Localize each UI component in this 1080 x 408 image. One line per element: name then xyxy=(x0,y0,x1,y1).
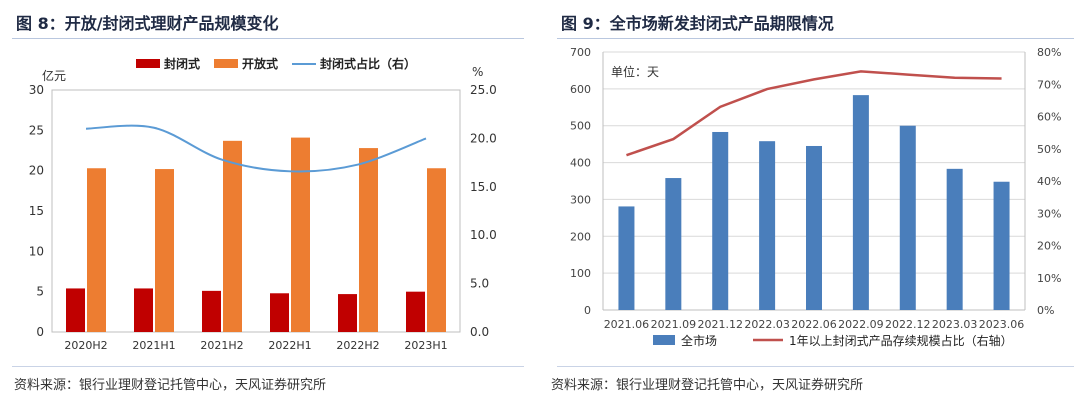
x-tick-label: 2022.12 xyxy=(885,318,931,331)
x-tick-label: 2021.06 xyxy=(604,318,650,331)
y-tick-label-right: 0% xyxy=(1037,304,1054,317)
y-tick-label-left: 20 xyxy=(29,164,44,178)
left-legend: 封闭式 开放式 封闭式占比（右） xyxy=(136,56,416,71)
x-tick-label: 2021.12 xyxy=(697,318,743,331)
x-tick-label: 2023.03 xyxy=(932,318,978,331)
y-tick-label-right: 60% xyxy=(1037,111,1061,124)
y-axis-label-left: 亿元 xyxy=(42,68,66,83)
legend-label-market: 全市场 xyxy=(681,333,717,348)
x-tick-label: 2021.09 xyxy=(651,318,697,331)
bar-open xyxy=(87,168,106,332)
y-tick-label-right: 40% xyxy=(1037,175,1061,188)
bar-open xyxy=(359,148,378,332)
right-chart-title: 图 9：全市场新发封闭式产品期限情况 xyxy=(561,14,834,33)
y-tick-label-right: 20.0 xyxy=(470,131,497,145)
bar-closed xyxy=(202,290,221,332)
y-tick-label-right: 30% xyxy=(1037,207,1061,220)
y-tick-label-left: 25 xyxy=(29,123,44,137)
y-tick-label-left: 500 xyxy=(570,120,591,133)
bar-closed xyxy=(134,288,153,332)
x-tick-label: 2022.06 xyxy=(791,318,837,331)
bar-market xyxy=(993,181,1010,310)
right-chart-area: 0 100 200 300 400 500 600 700 0% 10% 20% 30% 40% 50% 6… xyxy=(557,42,1074,360)
y-tick-label-right: 15.0 xyxy=(470,180,497,194)
bar-market xyxy=(712,131,729,310)
y-tick-label-right: 20% xyxy=(1037,240,1061,253)
x-tick-label: 2023.06 xyxy=(979,318,1025,331)
bar-closed xyxy=(66,288,85,332)
bar-market xyxy=(759,141,776,310)
plot-frame xyxy=(51,89,461,333)
y-tick-label-left: 0 xyxy=(36,325,44,339)
legend-label-closed: 封闭式 xyxy=(164,56,200,71)
y-axis-label-right: % xyxy=(472,65,483,79)
y-tick-label-left: 600 xyxy=(570,83,591,96)
y-tick-label-left: 30 xyxy=(29,83,44,97)
y-tick-label-left: 200 xyxy=(570,230,591,243)
bar-open xyxy=(223,140,242,332)
bar-open xyxy=(291,137,310,332)
x-tick-label: 2023H1 xyxy=(404,339,447,352)
x-tick-label: 2020H2 xyxy=(64,339,107,352)
y-tick-label-left: 300 xyxy=(570,193,591,206)
legend-label-open: 开放式 xyxy=(242,56,278,71)
right-chart-panel: 图 9：全市场新发封闭式产品期限情况 0 100 200 300 400 500 600 70… xyxy=(545,0,1080,408)
legend-label-ratio: 1年以上封闭式产品存续规模占比（右轴） xyxy=(789,333,1013,348)
y-tick-label-left: 5 xyxy=(36,285,44,299)
left-title-bar: 图 8：开放/封闭式理财产品规模变化 xyxy=(12,6,524,39)
right-legend: 全市场 1年以上封闭式产品存续规模占比（右轴） xyxy=(653,333,1013,348)
left-chart-svg: 0 5 10 15 20 25 30 0.0 5.0 10.0 15.0 20.0 25.0 亿元 % 202… xyxy=(29,56,497,352)
left-chart-panel: 图 8：开放/封闭式理财产品规模变化 0 5 10 15 20 25 30 0.0 5.0 10.… xyxy=(0,0,530,408)
y-tick-label-right: 5.0 xyxy=(470,277,489,291)
x-tick-label: 2022.03 xyxy=(744,318,790,331)
right-source-note: 资料来源：银行业理财登记托管中心，天风证券研究所 xyxy=(551,378,864,393)
line-long-term-ratio xyxy=(626,70,1002,157)
y-tick-label-right: 80% xyxy=(1037,46,1061,59)
x-tick-label: 2022H2 xyxy=(336,339,379,352)
legend-swatch-closed xyxy=(136,59,160,68)
bar-market xyxy=(946,168,963,310)
left-source-note: 资料来源：银行业理财登记托管中心，天风证券研究所 xyxy=(14,378,327,393)
y-tick-label-left: 700 xyxy=(570,46,591,59)
y-tick-label-right: 70% xyxy=(1037,78,1061,91)
right-chart-svg: 0 100 200 300 400 500 600 700 0% 10% 20% 30% 40% 50% 6… xyxy=(570,46,1061,348)
y-tick-label-right: 10% xyxy=(1037,272,1061,285)
unit-annotation: 单位：天 xyxy=(611,64,659,79)
bar-closed xyxy=(270,293,289,332)
y-tick-label-right: 0.0 xyxy=(470,325,489,339)
bar-market xyxy=(665,178,682,310)
y-tick-label-left: 15 xyxy=(29,204,44,218)
left-chart-title: 图 8：开放/封闭式理财产品规模变化 xyxy=(16,14,279,33)
x-tick-label: 2022H1 xyxy=(268,339,311,352)
y-tick-label-right: 10.0 xyxy=(470,228,497,242)
y-tick-label-right: 25.0 xyxy=(470,83,497,97)
legend-swatch-market xyxy=(653,335,675,345)
y-tick-label-left: 100 xyxy=(570,267,591,280)
bar-closed xyxy=(406,291,425,332)
bar-open xyxy=(427,168,446,332)
y-tick-label-left: 10 xyxy=(29,244,44,258)
bar-market xyxy=(899,125,916,310)
y-tick-label-left: 400 xyxy=(570,157,591,170)
legend-label-ratio: 封闭式占比（右） xyxy=(320,56,416,71)
right-title-bar: 图 9：全市场新发封闭式产品期限情况 xyxy=(557,6,1074,39)
legend-swatch-open xyxy=(214,59,238,68)
y-tick-label-left: 0 xyxy=(584,304,591,317)
bar-market xyxy=(806,145,822,310)
y-tick-label-right: 50% xyxy=(1037,143,1061,156)
x-tick-label: 2021H2 xyxy=(200,339,243,352)
bar-closed xyxy=(338,294,357,332)
right-bottom-divider xyxy=(557,366,1074,367)
bar-open xyxy=(155,169,174,332)
bar-market xyxy=(852,95,869,310)
left-chart-area: 0 5 10 15 20 25 30 0.0 5.0 10.0 15.0 20.0 25.0 亿元% 202… xyxy=(12,42,524,360)
bar-market xyxy=(618,206,635,310)
x-tick-label: 2021H1 xyxy=(132,339,175,352)
left-bottom-divider xyxy=(12,366,524,367)
x-tick-label: 2022.09 xyxy=(838,318,884,331)
line-closed-ratio xyxy=(85,124,427,173)
